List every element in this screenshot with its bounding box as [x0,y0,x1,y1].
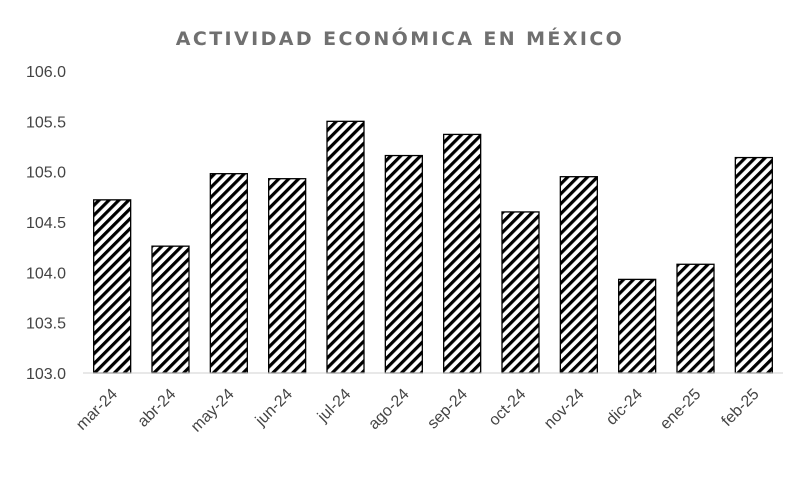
x-category-label: sep-24 [424,386,471,433]
x-category-label: ene-25 [657,386,704,433]
bar-jul-24 [326,120,365,374]
x-axis-category-labels: mar-24 abr-24 may-24 jun-24 jul-24 ago-24 sep-… [73,386,763,436]
x-category-label: nov-24 [541,386,588,433]
y-tick-label: 105.0 [26,165,66,182]
y-tick-label: 104.0 [26,265,66,282]
bars [93,120,773,374]
y-tick-label: 103.5 [26,316,66,333]
bar-feb-25 [734,156,773,374]
chart-title: ACTIVIDAD ECONÓMICA EN MÉXICO [175,28,625,50]
bar-may-24 [209,173,248,374]
bar-jun-24 [268,178,307,374]
x-category-label: feb-25 [719,386,763,430]
y-tick-label: 106.0 [26,64,66,81]
x-category-label: ago-24 [365,386,412,433]
y-tick-label: 103.0 [26,366,66,383]
x-category-label: mar-24 [73,386,121,434]
x-category-label: dic-24 [603,386,646,429]
y-axis-tick-labels: 103.0 103.5 104.0 104.5 105.0 105.5 106.0 [26,64,66,383]
x-category-label: may-24 [188,386,238,436]
x-category-label: jul-24 [314,386,354,426]
bar-dic-24 [618,278,657,374]
bar-oct-24 [501,211,540,374]
x-category-label: jun-24 [252,386,296,430]
bar-ene-25 [676,263,715,374]
x-category-label: oct-24 [486,386,530,430]
bar-nov-24 [559,176,598,374]
x-category-label: abr-24 [135,386,180,431]
y-tick-label: 104.5 [26,215,66,232]
y-tick-label: 105.5 [26,114,66,131]
bar-mar-24 [93,199,132,374]
bar-sep-24 [443,133,482,374]
bar-abr-24 [151,245,190,374]
bar-ago-24 [384,154,423,374]
